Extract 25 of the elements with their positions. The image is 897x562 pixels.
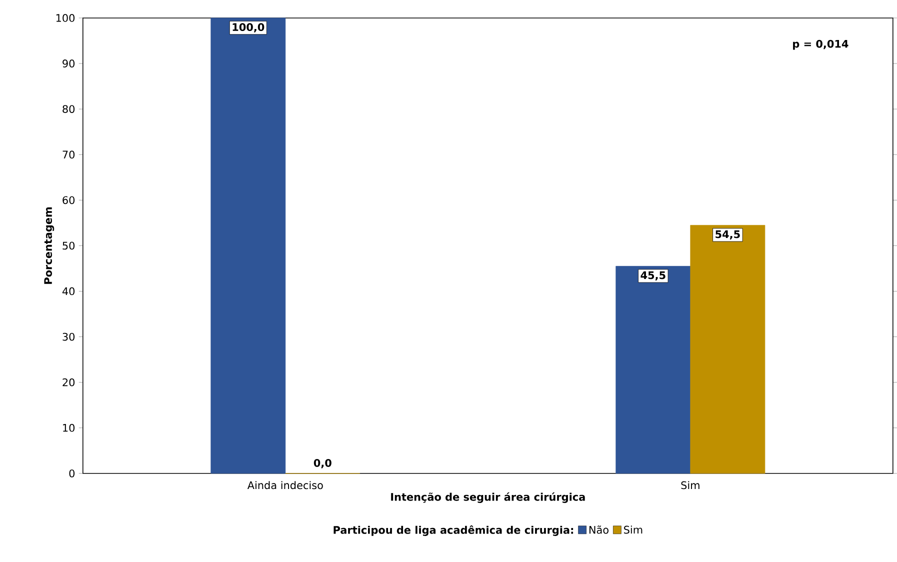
y-tick-label: 70: [62, 150, 75, 158]
y-tick-label: 40: [62, 287, 75, 296]
y-tick-label: 0: [69, 469, 75, 478]
y-tick-label: 90: [62, 59, 75, 68]
data-label: 100,0: [232, 23, 264, 32]
data-label: 45,5: [640, 271, 666, 280]
data-label: 0,0: [314, 458, 332, 468]
y-tick-label: 80: [62, 104, 75, 113]
legend-label: Não: [589, 525, 608, 534]
y-tick-label: 10: [63, 424, 75, 432]
bar: [616, 266, 691, 474]
annotation: p = 0,014: [793, 40, 848, 50]
legend-title: Participou de liga acadêmica de cirurgia:: [334, 525, 574, 536]
y-tick-label: 100: [56, 14, 75, 22]
data-label: 54,5: [716, 230, 740, 240]
y-tick-label: 20: [62, 378, 75, 386]
y-axis-title: Porcentagem: [44, 207, 54, 284]
y-tick-label: 60: [62, 196, 75, 204]
y-tick-label: 50: [62, 242, 75, 250]
x-axis-title: Intenção de seguir área cirúrgica: [391, 492, 585, 503]
bar: [210, 18, 286, 474]
x-tick-label: Ainda indeciso: [247, 480, 323, 490]
y-tick-label: 30: [62, 332, 75, 341]
bar: [690, 224, 766, 474]
legend-label: Sim: [624, 525, 642, 534]
